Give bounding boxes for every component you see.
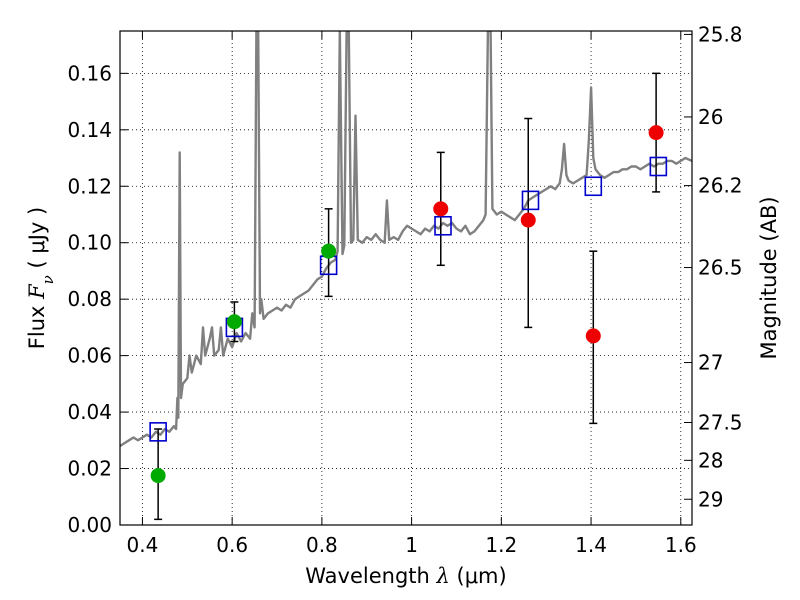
right-tick-label: 29 <box>698 487 723 511</box>
x-axis-label: Wavelength λ (μm) <box>305 564 506 588</box>
y-axis-label-prefix: Flux <box>25 299 49 349</box>
right-tick-label: 27.5 <box>698 411 743 435</box>
model-square-point <box>584 176 603 197</box>
red-data-point <box>433 201 449 217</box>
y-axis-label-subscript: ν <box>39 275 57 284</box>
observed-points <box>150 125 664 484</box>
x-tick-label: 0.8 <box>306 533 338 557</box>
x-axis-label-prefix: Wavelength <box>305 564 436 588</box>
y-tick-label: 0.06 <box>67 344 112 368</box>
y-axis-label-unit: ( μJy ) <box>25 207 49 275</box>
right-tick-label: 27 <box>698 351 723 375</box>
y-tick-label: 0.14 <box>67 118 112 142</box>
model-square-point <box>149 422 167 442</box>
right-axis-label: Magnitude (AB) <box>757 196 781 359</box>
red-data-point <box>520 212 536 228</box>
error-bars <box>154 72 661 521</box>
plot-frame <box>119 30 693 526</box>
y-tick-label: 0.08 <box>67 287 112 311</box>
green-data-point <box>226 314 242 330</box>
x-tick-label: 1.4 <box>575 533 607 557</box>
spectrum <box>120 31 692 448</box>
x-tick-label: 0.4 <box>127 533 159 557</box>
right-tick-label: 28 <box>698 448 723 472</box>
y-tick-label: 0.16 <box>67 61 112 85</box>
y-axis-label: Flux Fν ( μJy ) <box>25 207 57 349</box>
right-tick-label: 25.8 <box>698 22 743 46</box>
y-tick-label: 0.02 <box>67 457 112 481</box>
right-tick-label: 26.5 <box>698 256 743 280</box>
x-axis-label-symbol: λ <box>436 564 450 588</box>
x-tick-label: 1 <box>405 533 418 557</box>
grid <box>120 31 692 526</box>
y-tick-label: 0.12 <box>67 174 112 198</box>
model-square-point <box>521 190 540 211</box>
red-data-point <box>648 125 664 141</box>
green-data-point <box>321 243 337 259</box>
x-axis-label-unit: (μm) <box>450 564 507 588</box>
model-square-point <box>649 156 668 177</box>
y-tick-label: 0.04 <box>67 400 112 424</box>
right-tick-label: 26.2 <box>698 174 743 198</box>
red-data-point <box>585 328 601 344</box>
green-data-point <box>150 468 166 484</box>
model-square-point <box>434 215 452 236</box>
spectrum-line <box>120 31 692 448</box>
right-tick-label: 26 <box>698 105 723 129</box>
axis-ticks: 0.4 0.6 0.8 1 1.2 1.4 1.6 0.00 0.02 0.04 0.06 0.08 0… <box>67 22 742 557</box>
x-tick-label: 1.6 <box>665 533 697 557</box>
x-tick-label: 0.6 <box>216 533 248 557</box>
y-tick-label: 0.00 <box>67 513 112 537</box>
x-tick-label: 1.2 <box>485 533 517 557</box>
y-axis-label-symbol: F <box>25 283 49 300</box>
y-tick-label: 0.10 <box>67 231 112 255</box>
